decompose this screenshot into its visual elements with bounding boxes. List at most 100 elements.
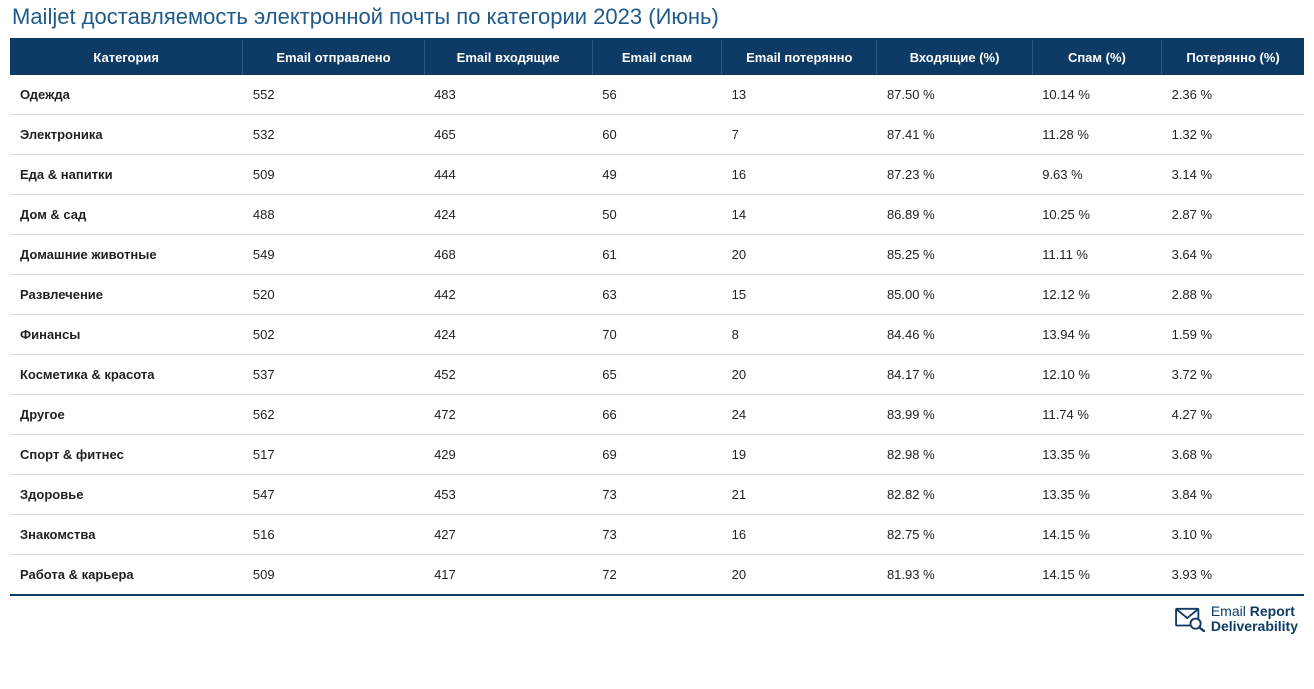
table-cell: 56 [592,75,721,115]
table-cell: 82.82 % [877,475,1032,515]
table-cell: 85.00 % [877,275,1032,315]
table-cell: 552 [243,75,424,115]
table-cell: 21 [722,475,877,515]
table-cell: 20 [722,355,877,395]
table-cell: Работа & карьера [10,555,243,596]
column-header: Email потерянно [722,39,877,75]
table-cell: 84.46 % [877,315,1032,355]
table-cell: 417 [424,555,592,596]
table-cell: 442 [424,275,592,315]
table-cell: 87.50 % [877,75,1032,115]
brand-plain: Email [1211,603,1250,619]
deliverability-table: КатегорияEmail отправленоEmail входящиеE… [10,38,1304,596]
table-cell: 2.36 % [1162,75,1304,115]
table-cell: Косметика & красота [10,355,243,395]
footer-brand: Email Report Deliverability [10,596,1304,639]
table-cell: 86.89 % [877,195,1032,235]
table-cell: 13.94 % [1032,315,1161,355]
table-row: Работа & карьера509417722081.93 %14.15 %… [10,555,1304,596]
table-cell: 60 [592,115,721,155]
table-row: Развлечение520442631585.00 %12.12 %2.88 … [10,275,1304,315]
column-header: Email отправлено [243,39,424,75]
table-cell: 8 [722,315,877,355]
table-cell: 4.27 % [1162,395,1304,435]
table-cell: 61 [592,235,721,275]
table-cell: 488 [243,195,424,235]
table-cell: 11.28 % [1032,115,1161,155]
table-cell: 14 [722,195,877,235]
table-cell: 82.75 % [877,515,1032,555]
table-cell: 10.14 % [1032,75,1161,115]
table-cell: 3.72 % [1162,355,1304,395]
table-cell: 517 [243,435,424,475]
page-title: Mailjet доставляемость электронной почты… [10,0,1304,38]
table-body: Одежда552483561387.50 %10.14 %2.36 %Элек… [10,75,1304,595]
table-row: Косметика & красота537452652084.17 %12.1… [10,355,1304,395]
table-cell: 549 [243,235,424,275]
table-cell: 20 [722,555,877,596]
table-cell: 427 [424,515,592,555]
table-cell: 1.59 % [1162,315,1304,355]
table-cell: 83.99 % [877,395,1032,435]
table-cell: 72 [592,555,721,596]
table-cell: Знакомства [10,515,243,555]
table-cell: Финансы [10,315,243,355]
table-row: Дом & сад488424501486.89 %10.25 %2.87 % [10,195,1304,235]
table-cell: 453 [424,475,592,515]
table-cell: 81.93 % [877,555,1032,596]
table-cell: 66 [592,395,721,435]
table-cell: 452 [424,355,592,395]
table-cell: 2.88 % [1162,275,1304,315]
table-row: Другое562472662483.99 %11.74 %4.27 % [10,395,1304,435]
table-cell: 465 [424,115,592,155]
brand-bold: Report [1250,603,1295,619]
footer-text: Email Report Deliverability [1211,604,1298,635]
table-cell: 15 [722,275,877,315]
table-cell: 516 [243,515,424,555]
table-row: Электроника53246560787.41 %11.28 %1.32 % [10,115,1304,155]
table-cell: 9.63 % [1032,155,1161,195]
table-cell: Электроника [10,115,243,155]
table-cell: 84.17 % [877,355,1032,395]
table-row: Одежда552483561387.50 %10.14 %2.36 % [10,75,1304,115]
table-cell: 3.64 % [1162,235,1304,275]
table-cell: 537 [243,355,424,395]
table-cell: 483 [424,75,592,115]
table-row: Финансы50242470884.46 %13.94 %1.59 % [10,315,1304,355]
table-cell: 24 [722,395,877,435]
table-cell: Спорт & фитнес [10,435,243,475]
column-header: Входящие (%) [877,39,1032,75]
table-cell: 70 [592,315,721,355]
table-cell: 49 [592,155,721,195]
table-cell: Дом & сад [10,195,243,235]
table-cell: 13 [722,75,877,115]
table-cell: 424 [424,315,592,355]
table-cell: 69 [592,435,721,475]
table-cell: 3.68 % [1162,435,1304,475]
table-row: Здоровье547453732182.82 %13.35 %3.84 % [10,475,1304,515]
table-cell: 19 [722,435,877,475]
table-cell: 472 [424,395,592,435]
table-header: КатегорияEmail отправленоEmail входящиеE… [10,39,1304,75]
table-cell: 12.12 % [1032,275,1161,315]
table-cell: 532 [243,115,424,155]
table-cell: 547 [243,475,424,515]
table-cell: 562 [243,395,424,435]
column-header: Категория [10,39,243,75]
table-cell: 520 [243,275,424,315]
table-cell: 50 [592,195,721,235]
table-cell: 1.32 % [1162,115,1304,155]
table-cell: Еда & напитки [10,155,243,195]
table-cell: 12.10 % [1032,355,1161,395]
table-cell: 87.41 % [877,115,1032,155]
column-header: Потерянно (%) [1162,39,1304,75]
table-cell: Одежда [10,75,243,115]
table-cell: 82.98 % [877,435,1032,475]
table-cell: 85.25 % [877,235,1032,275]
table-cell: 10.25 % [1032,195,1161,235]
table-cell: 63 [592,275,721,315]
table-cell: 424 [424,195,592,235]
table-cell: 509 [243,555,424,596]
column-header: Спам (%) [1032,39,1161,75]
table-cell: 87.23 % [877,155,1032,195]
